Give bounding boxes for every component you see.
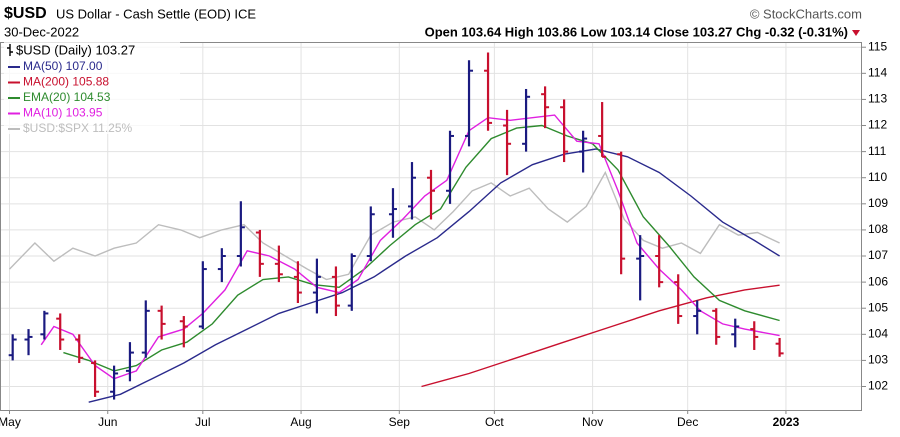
legend-label: $USD (Daily) 103.27 [16, 42, 135, 57]
x-tick-label: Nov [582, 415, 603, 429]
x-tick-label: 2023 [773, 415, 800, 429]
legend-label: $USD:$SPX 11.25% [23, 121, 133, 135]
legend: $USD (Daily) 103.27 MA(50) 107.00 MA(200) … [4, 42, 180, 135]
y-tick-label: 112 [868, 118, 887, 132]
y-tick-label: 106 [868, 274, 888, 288]
y-tick-label: 113 [868, 92, 887, 106]
y-tick-label: 111 [868, 144, 887, 158]
quote: Open 103.64 High 103.86 Low 103.14 Close… [425, 24, 848, 39]
y-tick-label: 108 [868, 222, 888, 236]
y-tick-label: 103 [868, 353, 888, 367]
series-line [88, 148, 780, 403]
chart-subtitle: US Dollar - Cash Settle (EOD) ICE [56, 6, 256, 21]
y-tick-label: 110 [868, 170, 887, 184]
date: 30-Dec-2022 [4, 24, 79, 39]
series-line [421, 284, 780, 388]
series-line [63, 124, 780, 372]
y-tick-label: 102 [868, 379, 888, 393]
series-line [40, 114, 780, 380]
y-tick-label: 109 [868, 196, 888, 210]
x-tick-label: Sep [389, 415, 411, 429]
y-tick-label: 107 [868, 248, 888, 262]
x-tick-label: Jun [98, 415, 117, 429]
y-tick-label: 104 [868, 326, 888, 340]
legend-icon [7, 44, 13, 56]
x-tick-label: Oct [485, 415, 504, 429]
legend-label: MA(10) 103.95 [23, 106, 103, 120]
legend-bg [4, 42, 180, 134]
x-tick-label: Aug [290, 415, 311, 429]
chart-title: $USD [4, 5, 47, 22]
y-tick-label: 114 [868, 65, 887, 79]
y-tick-label: 105 [868, 300, 888, 314]
x-tick-label: May [0, 415, 21, 429]
legend-label: MA(50) 107.00 [23, 59, 103, 73]
y-tick-label: 115 [868, 39, 887, 53]
series-line [8, 170, 780, 281]
x-tick-label: Jul [195, 415, 210, 429]
legend-label: MA(200) 105.88 [23, 75, 109, 89]
source: © StockCharts.com [750, 6, 862, 21]
legend-label: EMA(20) 104.53 [23, 90, 111, 104]
down-arrow [852, 30, 860, 36]
plot-frame [0, 42, 862, 411]
x-tick-label: Dec [677, 415, 698, 429]
